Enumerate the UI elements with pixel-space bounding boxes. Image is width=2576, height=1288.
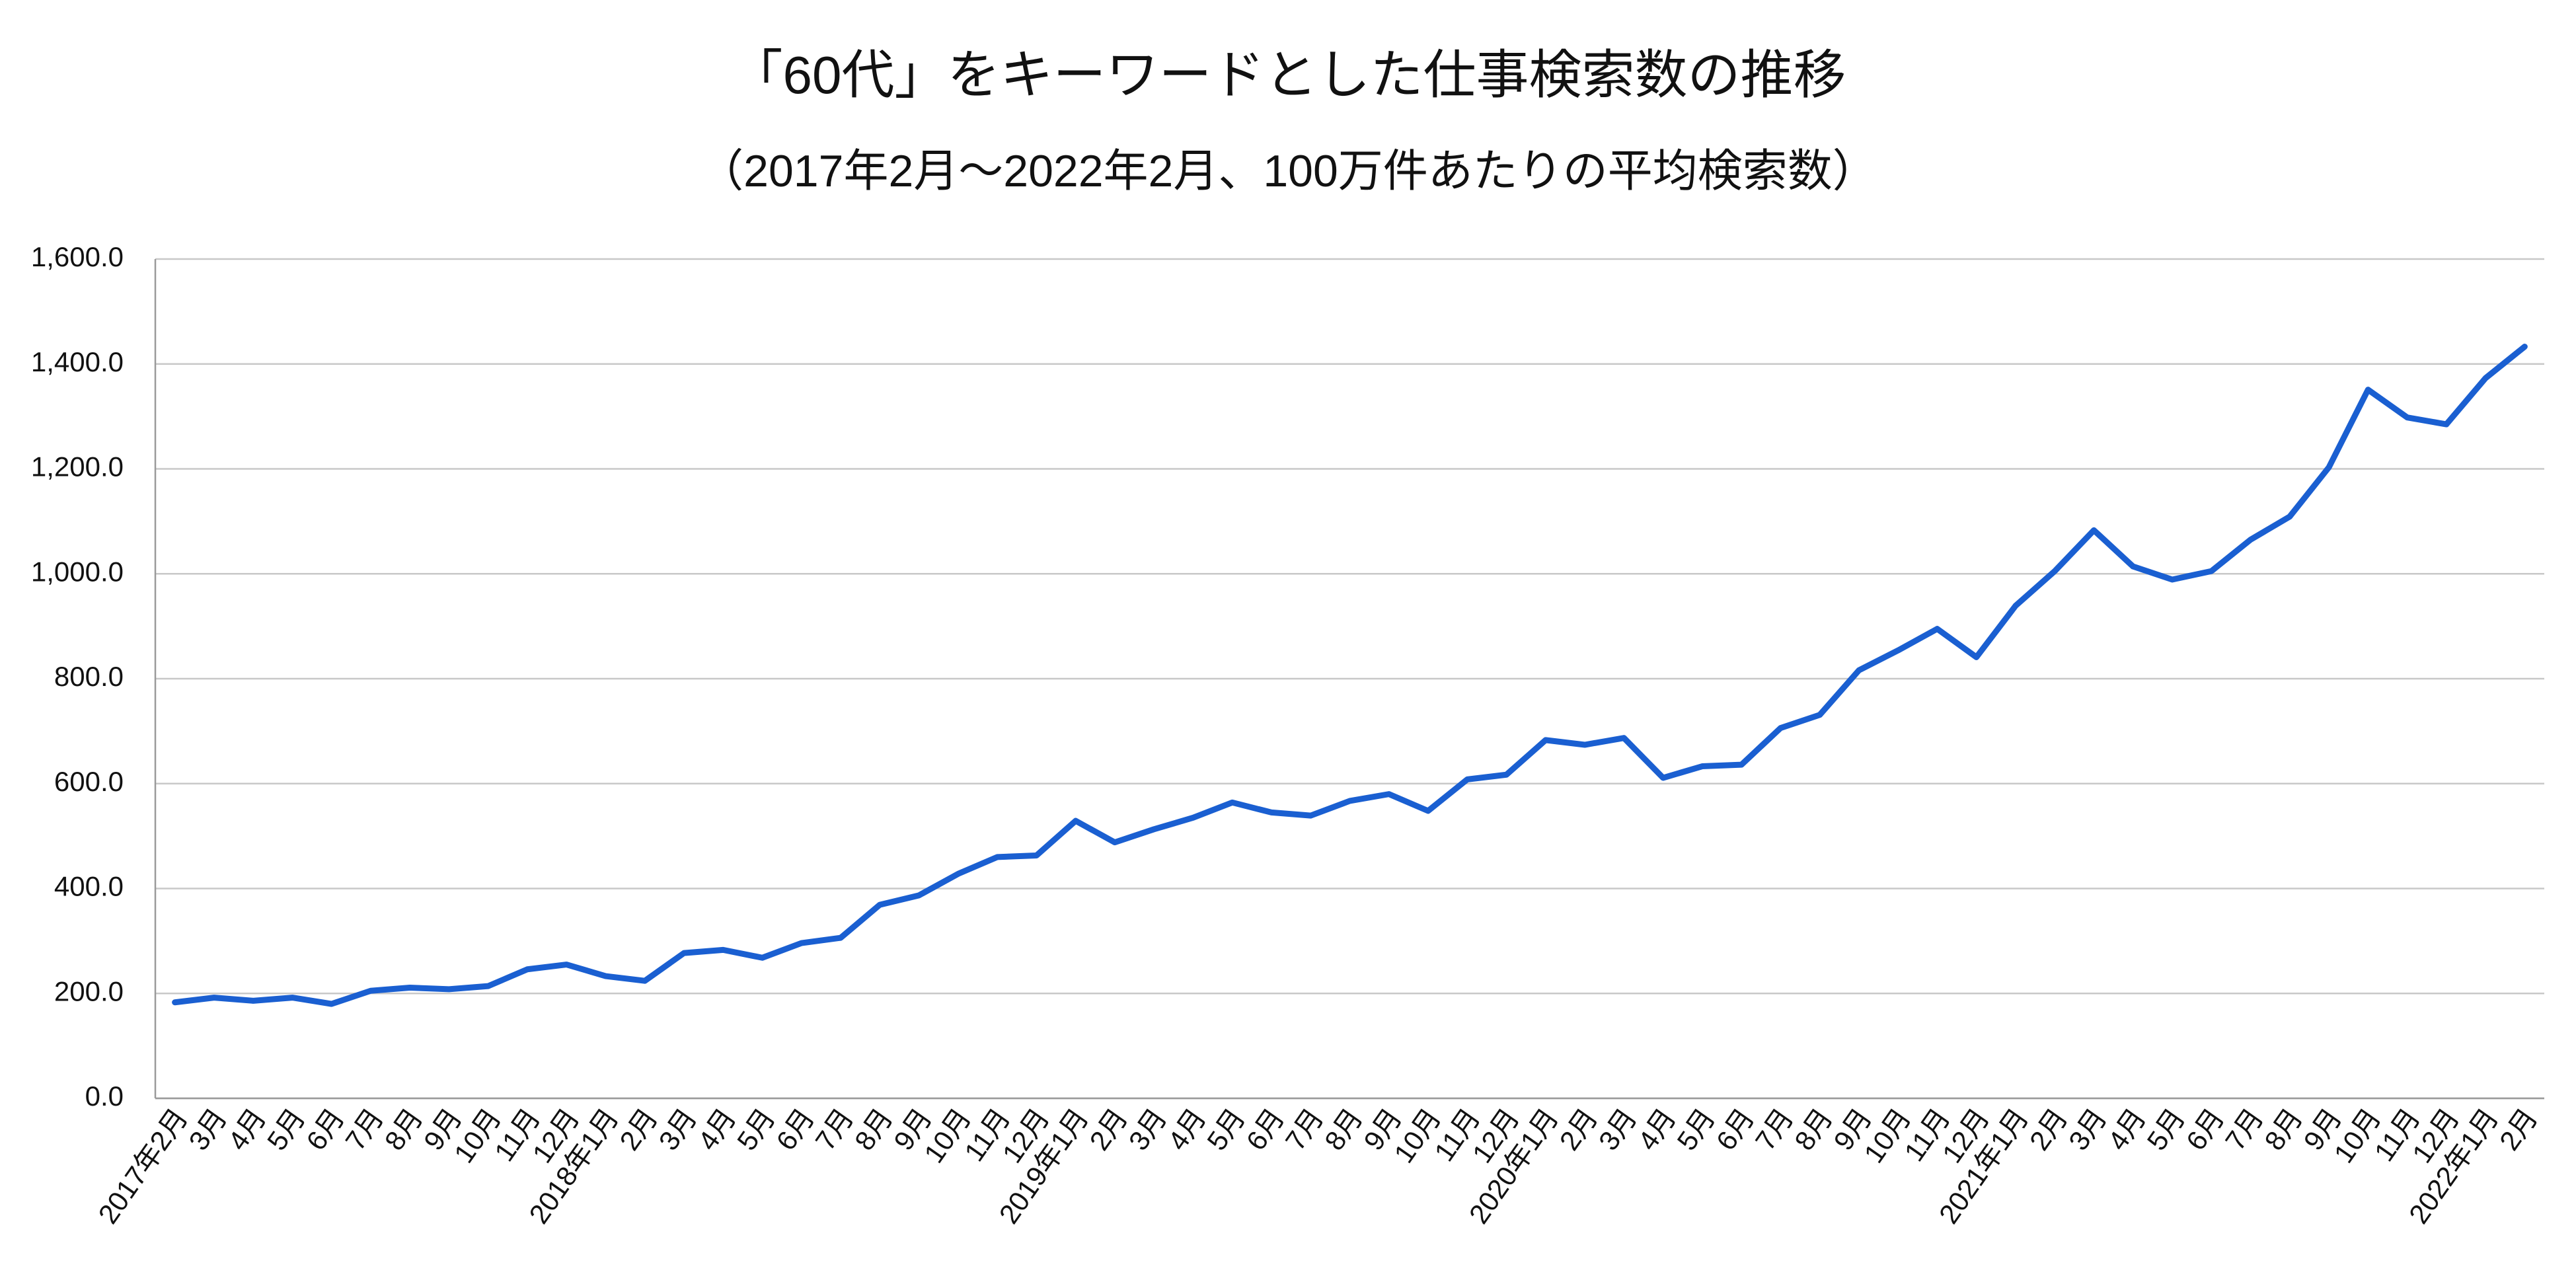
y-tick-label: 1,000.0: [31, 556, 124, 587]
data-line: [172, 344, 2528, 1007]
y-tick-label: 1,600.0: [31, 241, 124, 272]
y-tick-label: 600.0: [54, 766, 124, 797]
y-tick-label: 400.0: [54, 871, 124, 902]
chart-subtitle: （2017年2月～2022年2月、100万件あたりの平均検索数）: [699, 146, 1877, 196]
chart-title: 「60代」をキーワードとした仕事検索数の推移: [730, 46, 1846, 104]
y-tick-label: 1,200.0: [31, 451, 124, 482]
y-tick-label: 0.0: [85, 1080, 124, 1112]
y-tick-label: 200.0: [54, 975, 124, 1006]
y-tick-label: 1,400.0: [31, 346, 124, 377]
y-tick-label: 800.0: [54, 661, 124, 692]
